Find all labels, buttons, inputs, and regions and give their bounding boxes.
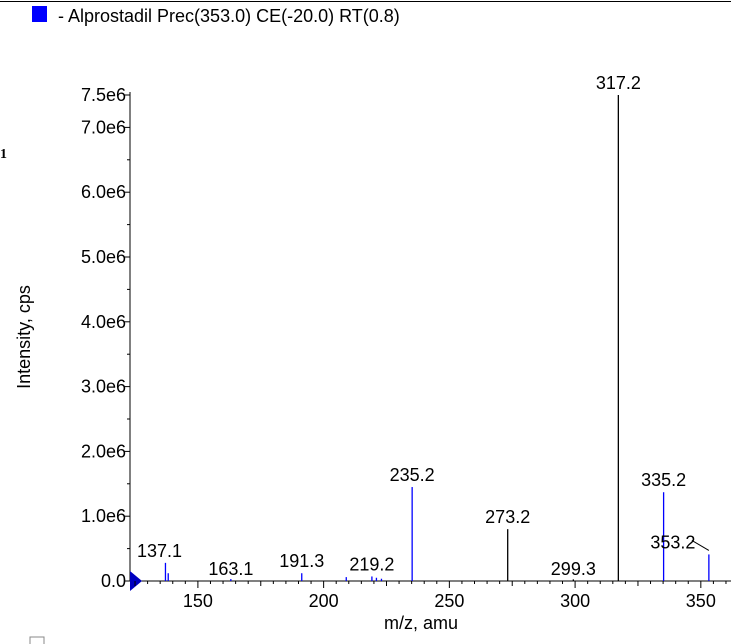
peak-label: 335.2 [641,470,686,490]
peak-labels: 137.1 163.1 191.3 219.2 235.2 273.2 299.3 317.2… [137,73,710,579]
label-leader-line [691,540,710,551]
x-tick-label: 150 [183,591,213,611]
y-tick-label: 7.5e6 [81,85,126,105]
stray-mark: 1 [0,147,7,162]
y-axis-ticks: 0.0 1.0e6 2.0e6 3.0e6 4.0e6 5.0e6 6.0e6 7.0e6 7.… [81,85,130,591]
y-tick-label: 0.0 [101,571,126,591]
peak-label: 219.2 [349,554,394,574]
legend-swatch [32,6,47,22]
x-tick-label: 350 [686,591,716,611]
y-tick-label: 5.0e6 [81,247,126,267]
peak-label: 273.2 [485,507,530,527]
peak-label: 235.2 [390,465,435,485]
peak-label: 317.2 [596,73,641,93]
y-tick-label: 3.0e6 [81,377,126,397]
y-tick-label: 6.0e6 [81,182,126,202]
peak-label: 191.3 [279,551,324,571]
legend-label: - Alprostadil Prec(353.0) CE(-20.0) RT(0… [58,6,400,26]
y-axis-title: Intensity, cps [14,285,34,389]
x-axis-title: m/z, amu [384,613,458,633]
zero-marker-icon [130,571,142,591]
peak-label: 137.1 [137,541,182,561]
y-tick-label: 7.0e6 [81,117,126,137]
x-tick-label: 250 [434,591,464,611]
y-tick-label: 2.0e6 [81,441,126,461]
y-tick-label: 4.0e6 [81,312,126,332]
y-tick-label: 1.0e6 [81,506,126,526]
peak-label: 163.1 [208,559,253,579]
peak-lines [164,95,710,581]
bottom-swatch [29,636,45,644]
x-axis-ticks: 150 200 250 300 350 [134,581,727,611]
x-tick-label: 200 [309,591,339,611]
peak-label: 299.3 [551,559,596,579]
peak-label: 353.2 [650,532,695,552]
x-tick-label: 300 [560,591,590,611]
